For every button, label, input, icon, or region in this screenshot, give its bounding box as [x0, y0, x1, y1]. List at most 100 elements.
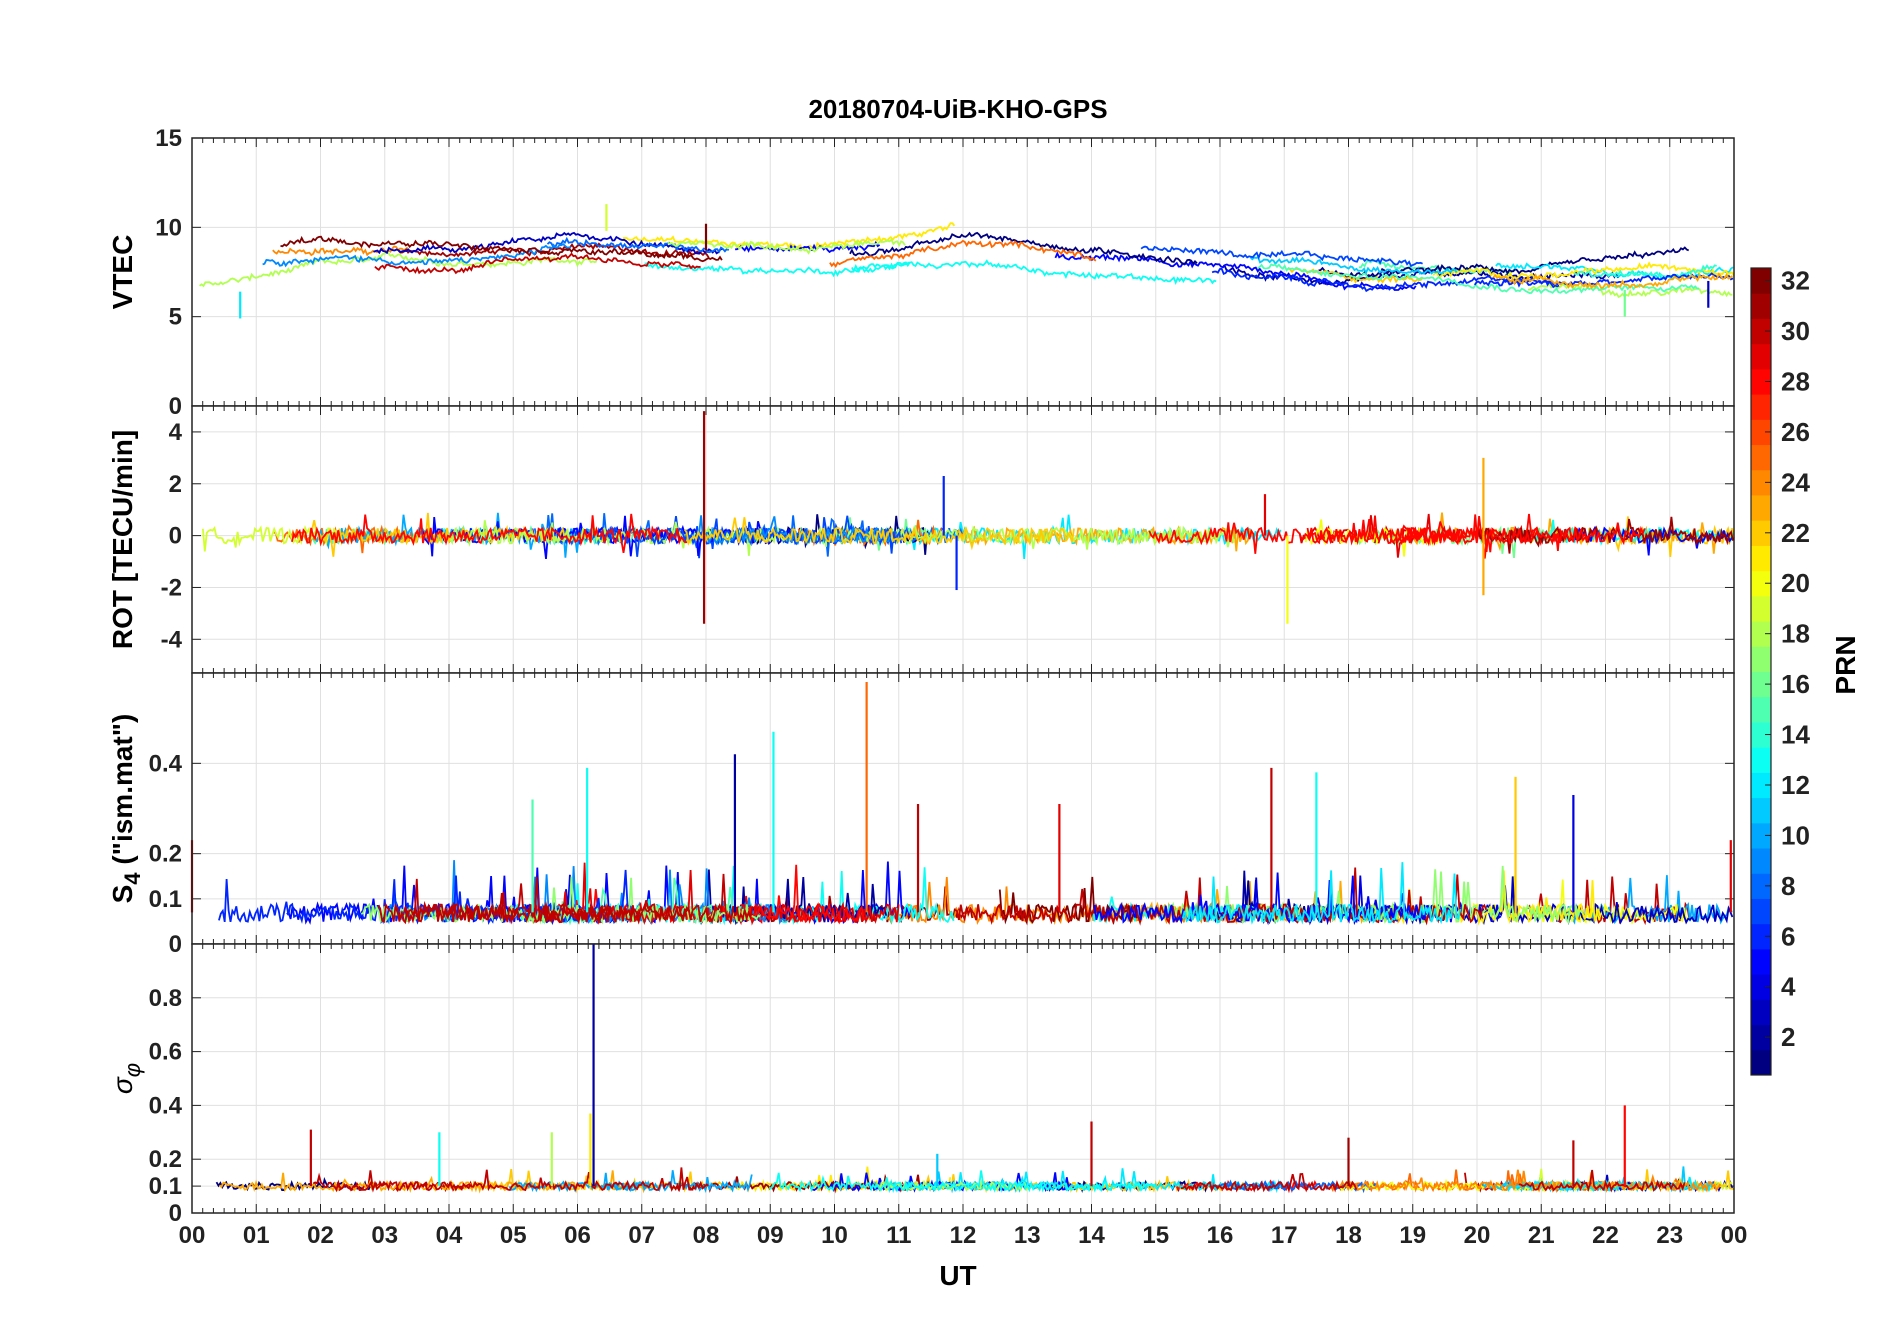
colorbar-swatch: [1751, 747, 1771, 773]
prn-trace: [508, 1172, 651, 1193]
prn-trace: [1249, 256, 1458, 275]
colorbar-swatch: [1751, 419, 1771, 446]
y-tick-label: 0.4: [149, 750, 183, 777]
y-tick-label: 0.2: [149, 841, 182, 868]
colorbar-swatch: [1751, 873, 1771, 899]
x-tick-label: 12: [950, 1222, 977, 1249]
colorbar-frame: [1750, 267, 1772, 1076]
x-tick-label: 15: [1142, 1222, 1169, 1249]
series-traces: [199, 204, 1735, 319]
colorbar-swatch: [1751, 293, 1771, 319]
prn-trace: [851, 259, 1217, 285]
panel-vtec: 0 5 10 15 VTEC: [107, 125, 1735, 420]
prn-trace: [1492, 272, 1733, 290]
colorbar-tick-label: 16: [1781, 669, 1810, 699]
colorbar-tick-label: 28: [1781, 366, 1810, 396]
y-tick-label: 0: [169, 523, 182, 550]
series-traces: [202, 411, 1735, 624]
prn-trace: [1306, 514, 1646, 559]
series-traces: [215, 944, 1735, 1194]
prn-trace: [377, 878, 693, 925]
panel-s4: 00.10.20.4S4 ("ism.mat"): [107, 672, 1735, 958]
colorbar-tick-label: 8: [1781, 871, 1795, 901]
x-tick-label: 11: [886, 1222, 911, 1249]
prn-trace: [546, 236, 730, 254]
y-label-rest: ("ism.mat"): [107, 714, 138, 873]
prn-trace: [525, 862, 900, 926]
colorbar-label: PRN: [1830, 635, 1861, 694]
prn-trace: [1573, 263, 1717, 279]
x-axis-label: UT: [939, 1260, 976, 1291]
colorbar-swatch: [1751, 621, 1771, 647]
colorbar-swatch: [1751, 268, 1771, 294]
x-tick-label: 14: [1078, 1222, 1105, 1249]
prn-trace: [1518, 1169, 1686, 1193]
y-tick-label: 0: [169, 931, 182, 958]
y-tick-label: 5: [169, 304, 182, 331]
x-tick-label: 07: [628, 1222, 655, 1249]
y-tick-label: 0.1: [149, 1173, 182, 1200]
colorbar-swatch: [1751, 721, 1771, 748]
colorbar-swatch: [1751, 696, 1771, 723]
y-label-sub: 4: [120, 872, 145, 885]
x-tick-labels: 00 01 02 03 04 05 06 07 08 09 10 11 12 13 14 15 16 17 18 19…: [179, 1222, 1748, 1249]
x-tick-label: 23: [1656, 1222, 1683, 1249]
colorbar-swatch: [1751, 494, 1771, 521]
prn-trace: [622, 222, 956, 250]
colorbar-tick-label: 4: [1781, 972, 1796, 1002]
y-tick-label: 0: [169, 1200, 182, 1227]
x-tick-label: 00: [1721, 1222, 1748, 1249]
y-tick-label: 10: [155, 214, 182, 241]
colorbar-swatch: [1751, 520, 1771, 546]
prn-trace: [644, 261, 910, 278]
prn-trace: [1257, 263, 1700, 295]
x-tick-label: 05: [500, 1222, 527, 1249]
colorbar-swatch: [1751, 343, 1771, 370]
colorbar-swatch: [1751, 570, 1771, 597]
colorbar-swatch: [1751, 671, 1771, 698]
colorbar-tick-label: 18: [1781, 619, 1810, 649]
colorbar-swatch: [1751, 923, 1771, 950]
x-tick-label: 16: [1207, 1222, 1234, 1249]
prn-trace: [667, 238, 906, 255]
prn-trace: [374, 252, 701, 275]
y-axis-label: ROT [TECU/min]: [107, 430, 138, 649]
colorbar-swatch: [1751, 646, 1771, 672]
prn-trace: [312, 1167, 709, 1193]
colorbar-tick-label: 14: [1781, 720, 1810, 750]
x-tick-label: 22: [1592, 1222, 1619, 1249]
colorbar-tick-label: 26: [1781, 417, 1810, 447]
x-tick-label: 01: [243, 1222, 270, 1249]
y-label-main: S: [107, 885, 138, 904]
colorbar-tick-label: 30: [1781, 316, 1810, 346]
prn-trace: [199, 252, 598, 288]
prn-trace: [1304, 519, 1444, 557]
y-tick-label: 0.4: [149, 1092, 183, 1119]
prn-trace: [954, 877, 1205, 926]
prn-trace: [1054, 251, 1417, 291]
colorbar-swatch: [1751, 394, 1771, 420]
series-traces: [190, 682, 1734, 926]
y-tick-label: 15: [155, 125, 182, 152]
y-tick-label: -4: [161, 626, 183, 653]
colorbar-swatch: [1751, 822, 1771, 849]
x-tick-label: 03: [371, 1222, 398, 1249]
x-tick-label: 20: [1464, 1222, 1491, 1249]
y-axis-label: VTEC: [107, 235, 138, 310]
prn-trace: [1318, 246, 1690, 279]
colorbar-swatch: [1751, 318, 1771, 345]
x-tick-label: 04: [436, 1222, 463, 1249]
colorbar-tick-label: 24: [1781, 467, 1810, 497]
colorbar-swatch: [1751, 898, 1771, 925]
x-tick-label: 00: [179, 1222, 206, 1249]
colorbar-swatch: [1751, 595, 1771, 622]
prn-trace: [1432, 261, 1735, 280]
prn-trace: [291, 513, 688, 553]
y-tick-label: 2: [169, 471, 182, 498]
axes-frame: [191, 943, 1735, 1214]
x-tick-label: 17: [1271, 1222, 1298, 1249]
y-axis-label: S4 ("ism.mat"): [107, 714, 145, 904]
